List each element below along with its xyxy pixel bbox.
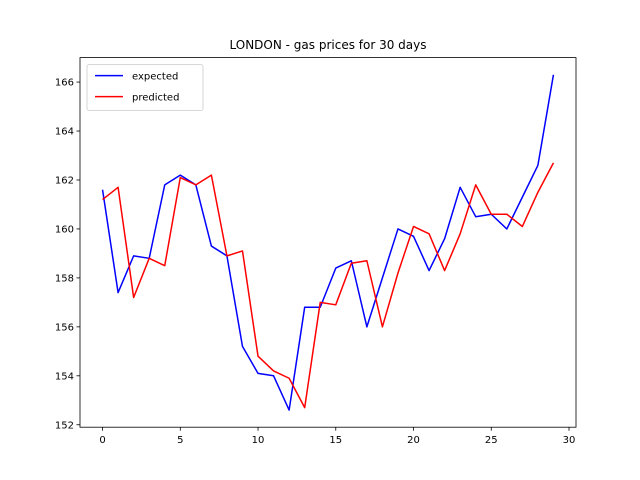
y-tick-label: 152 <box>55 420 74 431</box>
chart-title: LONDON - gas prices for 30 days <box>230 38 427 52</box>
y-tick-label: 162 <box>55 176 74 187</box>
y-tick-label: 154 <box>55 371 74 382</box>
legend-label-expected: expected <box>132 72 178 83</box>
legend-label-predicted: predicted <box>132 93 179 104</box>
y-tick-label: 160 <box>55 225 74 236</box>
series-line-expected <box>101 74 555 411</box>
x-tick-label: 25 <box>485 435 498 446</box>
y-axis: 152 154 156 158 160 162 164 166 <box>55 78 80 431</box>
x-axis: 0 5 10 15 20 25 30 <box>99 427 575 446</box>
y-tick-label: 156 <box>55 322 74 333</box>
x-tick-label: 5 <box>177 435 183 446</box>
x-tick-label: 30 <box>563 435 576 446</box>
series-line-predicted <box>102 162 555 409</box>
legend: expected predicted <box>86 64 204 111</box>
x-tick-label: 10 <box>252 435 265 446</box>
plot-frame <box>79 57 577 428</box>
x-tick-label: 0 <box>99 435 105 446</box>
x-tick-label: 15 <box>329 435 342 446</box>
x-tick-label: 20 <box>407 435 420 446</box>
series-lines <box>101 74 555 411</box>
plot-background <box>80 57 576 428</box>
y-tick-label: 158 <box>55 273 74 284</box>
y-tick-label: 166 <box>55 78 74 89</box>
y-tick-label: 164 <box>55 127 74 138</box>
